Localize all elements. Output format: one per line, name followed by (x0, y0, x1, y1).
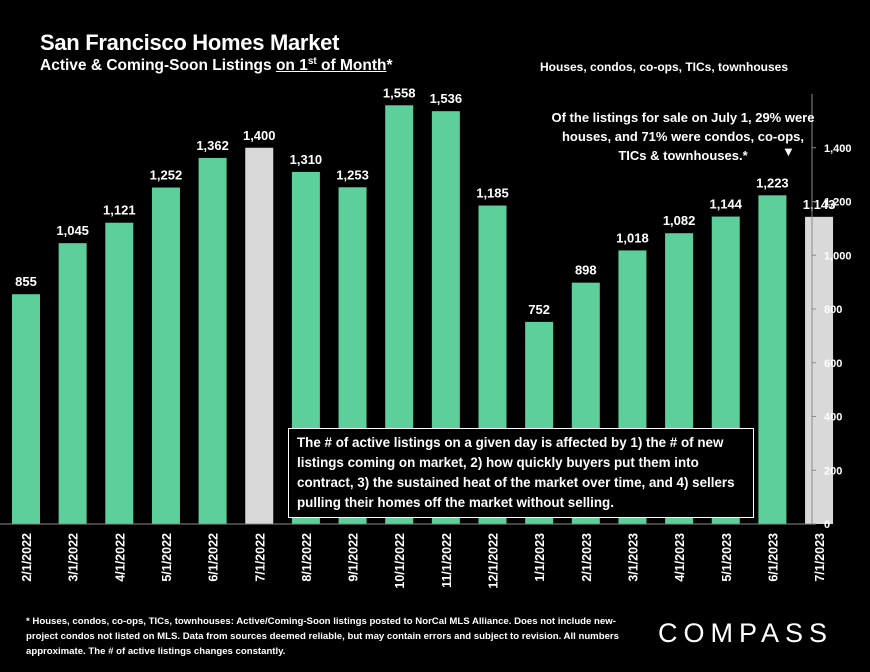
value-label-9/1/2022: 1,253 (336, 167, 369, 182)
y-tick-label-1000: 1,000 (824, 250, 852, 262)
x-tick-label-4/1/2023: 4/1/2023 (673, 533, 687, 582)
subtitle-suffix: * (386, 57, 393, 75)
subtitle-prefix: Active & Coming-Soon Listings (40, 57, 276, 75)
annotation-property-mix: Of the listings for sale on July 1, 29% … (551, 110, 815, 163)
x-tick-label-1/1/2023: 1/1/2023 (533, 533, 547, 582)
x-tick-label-2/1/2023: 2/1/2023 (580, 533, 594, 582)
subtitle-underlined: on 1st of Month (275, 56, 387, 75)
x-tick-label-3/1/2023: 3/1/2023 (626, 533, 640, 582)
x-tick-label-7/1/2023: 7/1/2023 (813, 533, 827, 582)
bar-3/1/2022 (58, 243, 87, 524)
value-label-12/1/2022: 1,185 (476, 186, 509, 201)
value-label-3/1/2023: 1,018 (616, 230, 649, 245)
down-arrow-icon: ▼ (782, 144, 795, 159)
subtitle-underlined-text-2: of Month (316, 57, 387, 75)
bars-group (12, 105, 834, 525)
value-label-4/1/2022: 1,121 (103, 203, 136, 218)
bar-7/1/2023 (805, 216, 834, 524)
value-label-5/1/2022: 1,252 (150, 168, 183, 183)
x-tick-label-12/1/2022: 12/1/2022 (487, 533, 501, 589)
x-tick-label-9/1/2022: 9/1/2022 (347, 533, 361, 582)
value-label-6/1/2022: 1,362 (196, 138, 229, 153)
subtitle-underlined-text: on 1 (275, 57, 308, 75)
bar-6/1/2022 (198, 157, 227, 524)
x-tick-label-5/1/2023: 5/1/2023 (720, 533, 734, 582)
chart-title: San Francisco Homes Market (40, 30, 340, 55)
bar-7/1/2022 (245, 147, 274, 524)
x-tick-labels-group: 2/1/2022 3/1/2022 4/1/2022 5/1/2022 6/1/2022… (20, 533, 827, 589)
bar-5/1/2022 (151, 187, 180, 524)
value-label-7/1/2023: 1,143 (803, 197, 836, 212)
value-label-10/1/2022: 1,558 (383, 85, 416, 100)
value-label-7/1/2022: 1,400 (243, 128, 276, 143)
x-tick-label-7/1/2022: 7/1/2022 (253, 533, 267, 582)
y-tick-label-200: 200 (824, 465, 842, 477)
x-tick-label-11/1/2022: 11/1/2022 (440, 533, 454, 588)
x-tick-label-5/1/2022: 5/1/2022 (160, 533, 174, 582)
bar-4/1/2022 (105, 222, 134, 524)
y-tick-label-0: 0 (824, 519, 830, 531)
footnote: * Houses, condos, co-ops, TICs, townhous… (26, 616, 619, 657)
value-label-2/1/2023: 898 (575, 263, 597, 278)
value-label-6/1/2023: 1,223 (756, 175, 789, 190)
x-tick-label-2/1/2022: 2/1/2022 (20, 533, 34, 582)
x-tick-label-8/1/2022: 8/1/2022 (300, 533, 314, 582)
bar-6/1/2023 (758, 195, 787, 524)
value-label-8/1/2022: 1,310 (290, 152, 323, 167)
annotation-factors-box: The # of active listings on a given day … (288, 428, 754, 518)
y-tick-label-1200: 1,200 (824, 197, 852, 209)
subtitle-sup: st (307, 56, 317, 67)
x-tick-label-3/1/2022: 3/1/2022 (67, 533, 81, 582)
compass-logo: COMPASS (658, 618, 834, 648)
value-label-1/1/2023: 752 (528, 302, 550, 317)
y-axis-group: 0 200 400 600 800 1,000 1,200 1,400 (0, 94, 852, 531)
value-label-11/1/2022: 1,536 (430, 91, 463, 106)
value-labels-group: 855 1,045 1,121 1,252 1,362 1,400 1,310 1,253 1,… (15, 85, 835, 317)
x-tick-label-6/1/2023: 6/1/2023 (766, 533, 780, 582)
chart-subtitle: Active & Coming-Soon Listings on 1st of … (40, 56, 393, 75)
property-types-tagline: Houses, condos, co-ops, TICs, townhouses (540, 60, 789, 74)
y-tick-label-600: 600 (824, 358, 842, 370)
y-tick-label-400: 400 (824, 412, 842, 424)
bar-2/1/2022 (12, 294, 40, 524)
y-tick-label-800: 800 (824, 304, 842, 316)
value-label-3/1/2022: 1,045 (56, 223, 89, 238)
x-tick-label-10/1/2022: 10/1/2022 (393, 533, 407, 589)
value-label-5/1/2023: 1,144 (709, 197, 742, 212)
x-tick-label-4/1/2022: 4/1/2022 (113, 533, 127, 582)
value-label-4/1/2023: 1,082 (663, 213, 696, 228)
value-label-2/1/2022: 855 (15, 274, 37, 289)
y-tick-label-1400: 1,400 (824, 143, 852, 155)
x-tick-label-6/1/2022: 6/1/2022 (207, 533, 221, 582)
